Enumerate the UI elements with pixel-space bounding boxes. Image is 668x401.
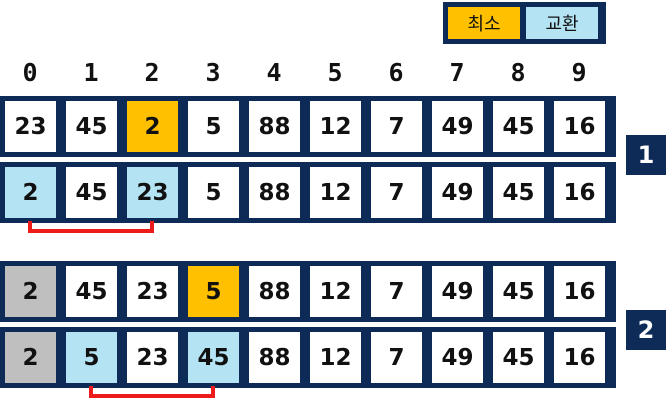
array-cell: 12: [310, 101, 361, 152]
swap-bracket: [28, 221, 154, 233]
index-label: 0: [22, 58, 38, 87]
step-badge: 2: [626, 310, 666, 350]
array-cell: 2: [5, 167, 56, 218]
legend: 최소 교환: [443, 2, 606, 44]
index-label: 8: [510, 58, 526, 87]
index-label: 6: [388, 58, 404, 87]
array-cell: 45: [493, 167, 544, 218]
array-cell: 5: [66, 332, 117, 383]
array-cell: 45: [188, 332, 239, 383]
array-cell: 88: [249, 332, 300, 383]
array-cell: 2: [127, 101, 178, 152]
array-cell: 2: [5, 266, 56, 317]
array-cell: 88: [249, 167, 300, 218]
index-label: 2: [144, 58, 160, 87]
array-row: 23 45 2 5 88 12 7 49 45 16: [0, 96, 616, 157]
array-cell: 88: [249, 266, 300, 317]
array-row: 2 45 23 5 88 12 7 49 45 16: [0, 261, 616, 322]
array-row: 2 45 23 5 88 12 7 49 45 16: [0, 162, 616, 223]
array-cell: 5: [188, 266, 239, 317]
array-cell: 16: [554, 101, 605, 152]
array-cell: 45: [493, 266, 544, 317]
array-cell: 88: [249, 101, 300, 152]
array-cell: 5: [188, 101, 239, 152]
array-cell: 23: [127, 332, 178, 383]
array-cell: 49: [432, 332, 483, 383]
array-cell: 12: [310, 167, 361, 218]
legend-min: 최소: [448, 7, 520, 39]
array-cell: 7: [371, 266, 422, 317]
array-cell: 23: [127, 266, 178, 317]
array-cell: 16: [554, 266, 605, 317]
array-cell: 7: [371, 167, 422, 218]
index-label: 5: [327, 58, 343, 87]
array-cell: 5: [188, 167, 239, 218]
array-cell: 16: [554, 332, 605, 383]
array-cell: 45: [66, 101, 117, 152]
array-cell: 49: [432, 101, 483, 152]
array-cell: 49: [432, 266, 483, 317]
legend-swap: 교환: [526, 7, 598, 39]
array-cell: 7: [371, 101, 422, 152]
array-cell: 16: [554, 167, 605, 218]
index-label: 1: [83, 58, 99, 87]
index-label: 7: [449, 58, 465, 87]
array-cell: 45: [493, 332, 544, 383]
array-cell: 45: [66, 167, 117, 218]
array-cell: 49: [432, 167, 483, 218]
array-cell: 23: [5, 101, 56, 152]
array-row: 2 5 23 45 88 12 7 49 45 16: [0, 327, 616, 388]
array-cell: 45: [66, 266, 117, 317]
array-cell: 45: [493, 101, 544, 152]
index-label: 4: [266, 58, 282, 87]
swap-bracket: [89, 386, 215, 398]
array-cell: 2: [5, 332, 56, 383]
array-cell: 12: [310, 332, 361, 383]
step-badge: 1: [626, 135, 666, 175]
array-cell: 23: [127, 167, 178, 218]
index-label: 9: [571, 58, 587, 87]
array-cell: 7: [371, 332, 422, 383]
array-cell: 12: [310, 266, 361, 317]
index-label: 3: [205, 58, 221, 87]
